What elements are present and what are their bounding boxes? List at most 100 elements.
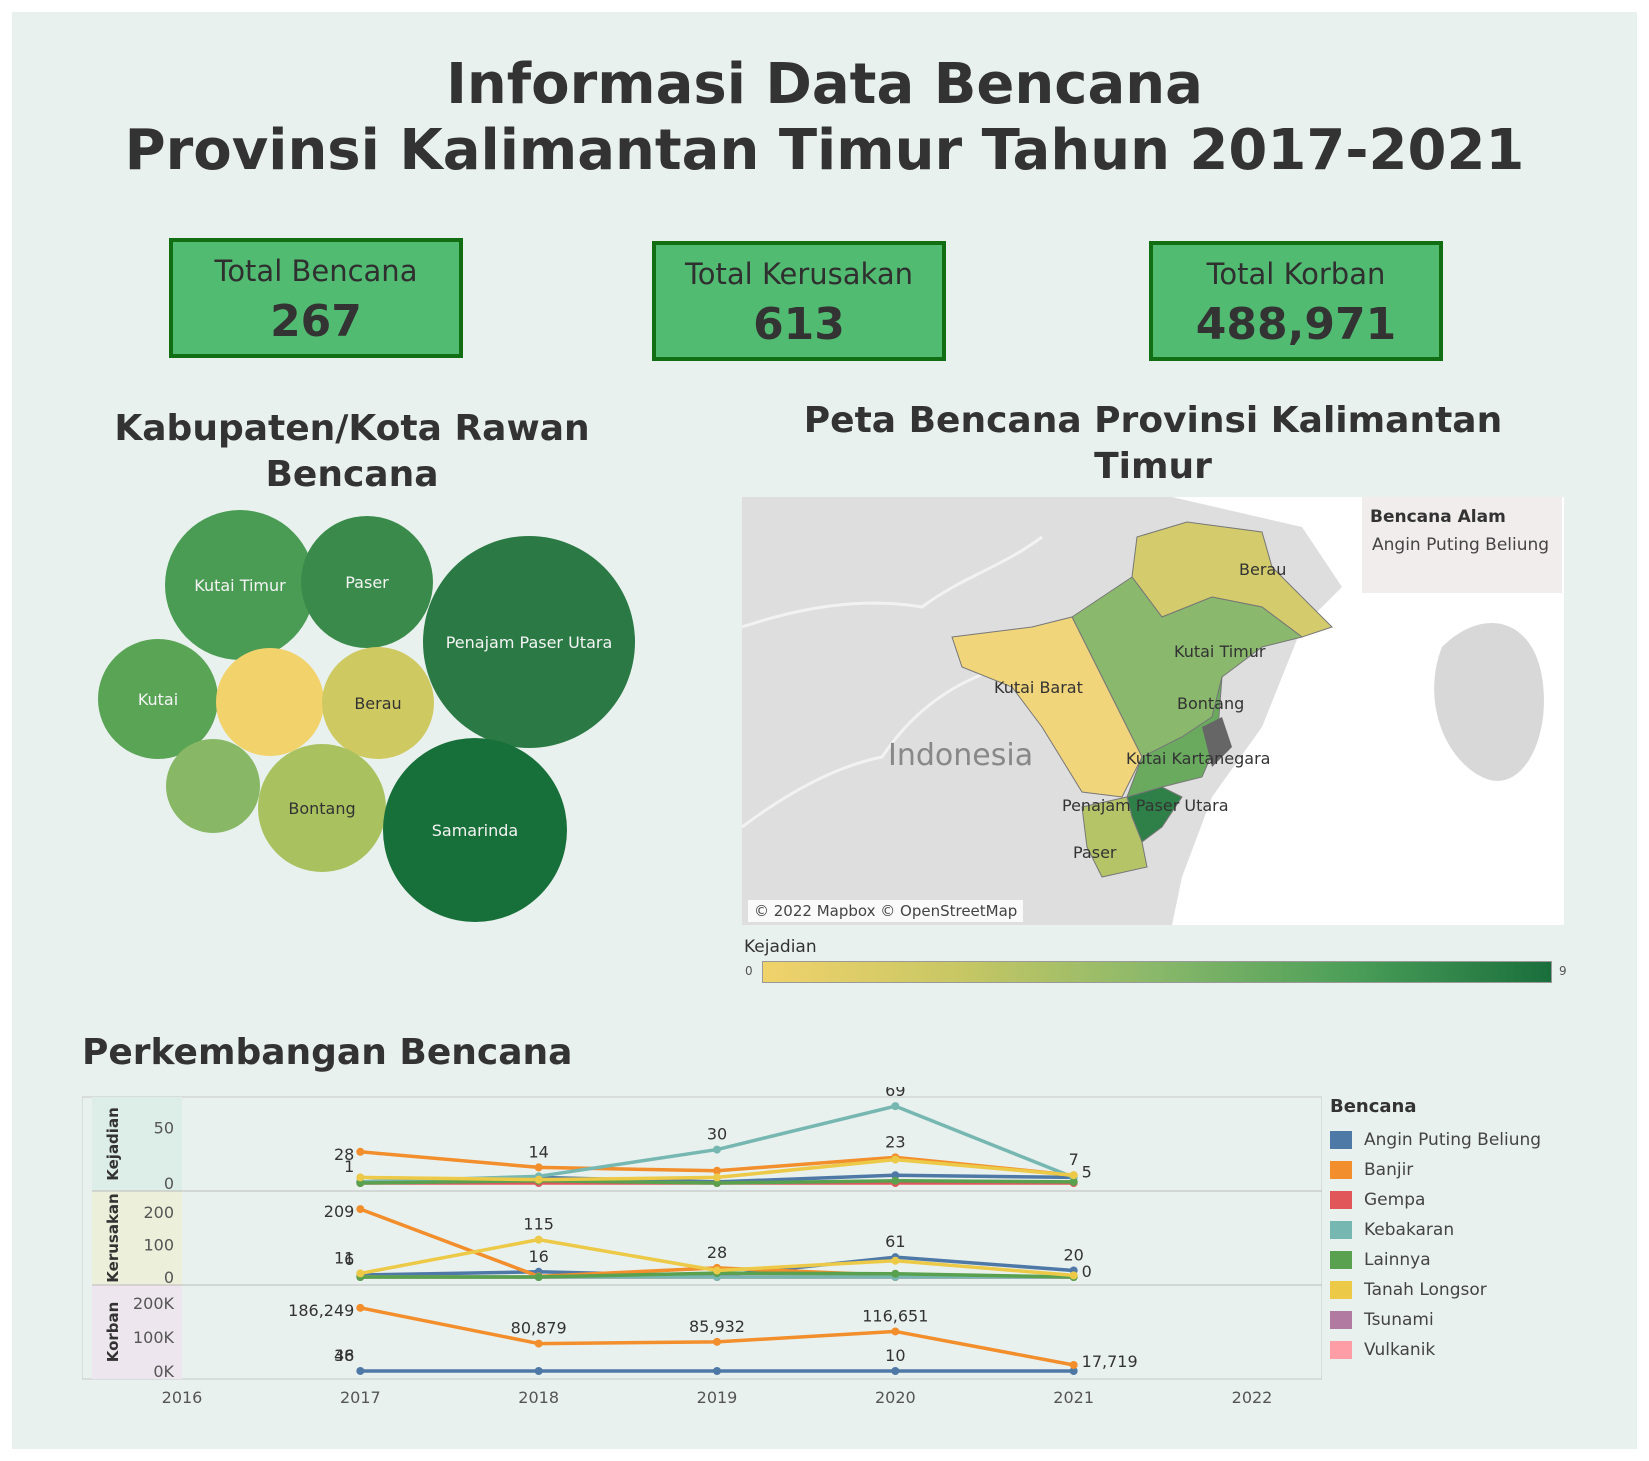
legend-swatch (1330, 1311, 1352, 1329)
bubble-penajam-paser-utara[interactable] (423, 536, 635, 748)
y-tick-label: 200 (143, 1203, 174, 1222)
chart-frame (82, 1096, 1322, 1380)
data-point[interactable] (891, 1155, 900, 1164)
data-point[interactable] (534, 1339, 543, 1348)
bubble-kutai[interactable] (98, 639, 218, 759)
bubble-unlabeled-6[interactable] (166, 739, 260, 833)
map-attribution[interactable]: © 2022 Mapbox © OpenStreetMap (748, 900, 1024, 922)
data-label: 48 (334, 1346, 354, 1365)
data-point[interactable] (356, 1205, 365, 1214)
y-tick-label: 200K (133, 1294, 175, 1313)
x-tick-label: 2018 (518, 1388, 559, 1407)
kpi-label: Total Kerusakan (685, 257, 913, 291)
panel-header-band (92, 1097, 182, 1191)
sea-area (1172, 497, 1564, 925)
data-point[interactable] (356, 1366, 365, 1375)
data-point[interactable] (356, 1147, 365, 1156)
legend-item-gempa[interactable]: Gempa (1330, 1185, 1630, 1215)
y-tick-label: 0 (164, 1268, 174, 1287)
bubble-label: Kutai (138, 690, 178, 709)
data-point[interactable] (534, 1235, 543, 1244)
data-point[interactable] (356, 1303, 365, 1312)
bubble-kutai-timur[interactable] (165, 510, 315, 660)
legend-title: Bencana (1330, 1096, 1417, 1117)
bubble-label: Kutai Timur (194, 576, 286, 595)
data-point[interactable] (713, 1173, 721, 1182)
y-tick-label: 50 (154, 1118, 174, 1137)
bubble-chart: Kutai Timur Paser Penajam Paser Utara Kutai… (98, 510, 635, 922)
legend-label: Kebakaran (1364, 1220, 1455, 1240)
data-point[interactable] (534, 1163, 543, 1172)
y-tick-label: 0K (153, 1362, 174, 1381)
bubble-samarinda[interactable] (383, 738, 567, 922)
data-point[interactable] (891, 1176, 900, 1185)
data-point[interactable] (356, 1269, 365, 1278)
data-point[interactable] (713, 1266, 721, 1275)
data-point[interactable] (713, 1367, 721, 1375)
data-point[interactable] (1069, 1360, 1078, 1369)
legend-swatch (1330, 1341, 1352, 1359)
y-tick-label: 0 (164, 1174, 174, 1193)
data-point[interactable] (891, 1269, 900, 1278)
data-label: 80,879 (511, 1319, 567, 1338)
bubble-berau[interactable] (322, 647, 434, 759)
data-label: 16 (528, 1247, 548, 1266)
data-point[interactable] (713, 1179, 721, 1187)
data-label: 30 (707, 1125, 727, 1144)
legend-item-banjir[interactable]: Banjir (1330, 1155, 1630, 1185)
data-point[interactable] (891, 1171, 900, 1180)
data-label: 7 (1069, 1150, 1079, 1169)
x-tick-label: 2020 (875, 1388, 916, 1407)
data-label: 17,719 (1082, 1352, 1138, 1371)
legend-swatch (1330, 1191, 1352, 1209)
legend-label: Gempa (1364, 1190, 1426, 1210)
data-label: 69 (885, 1087, 905, 1100)
bubble-label: Bontang (288, 799, 355, 818)
legend-swatch (1330, 1131, 1352, 1149)
data-point[interactable] (891, 1366, 900, 1375)
data-label: 116,651 (862, 1306, 928, 1325)
legend-swatch (1330, 1161, 1352, 1179)
map-legend-item[interactable]: Angin Puting Beliung (1372, 535, 1550, 555)
region-paser[interactable] (1081, 796, 1148, 878)
data-point[interactable] (356, 1173, 365, 1182)
bubble-bontang[interactable] (258, 744, 386, 872)
data-point[interactable] (713, 1166, 721, 1175)
x-tick-label: 2019 (697, 1388, 738, 1407)
map-label-paser: Paser (1073, 843, 1117, 862)
data-point[interactable] (356, 1179, 365, 1187)
legend-item-tsunami[interactable]: Tsunami (1330, 1305, 1630, 1335)
legend-item-tanah-longsor[interactable]: Tanah Longsor (1330, 1275, 1630, 1305)
legend-item-kebakaran[interactable]: Kebakaran (1330, 1215, 1630, 1245)
data-label: 28 (334, 1145, 354, 1164)
bubble-section-title: Kabupaten/Kota Rawan Bencana (82, 406, 622, 498)
data-point[interactable] (891, 1256, 900, 1265)
data-point[interactable] (1069, 1367, 1078, 1375)
data-point[interactable] (1069, 1177, 1078, 1186)
data-point[interactable] (534, 1175, 543, 1184)
kpi-total-bencana: Total Bencana 267 (169, 238, 463, 358)
map-title-line1: Peta Bencana Provinsi Kalimantan (803, 400, 1503, 441)
region-kutai-barat[interactable] (951, 616, 1143, 798)
bubble-paser[interactable] (301, 516, 433, 648)
data-point[interactable] (1069, 1271, 1078, 1280)
legend-item-lainnya[interactable]: Lainnya (1330, 1245, 1630, 1275)
data-point[interactable] (534, 1366, 543, 1375)
data-point[interactable] (891, 1102, 900, 1111)
data-point[interactable] (1069, 1171, 1078, 1180)
country-label: Indonesia (888, 738, 1033, 773)
y-tick-label: 100 (143, 1236, 174, 1255)
data-point[interactable] (713, 1337, 721, 1346)
data-point[interactable] (891, 1327, 900, 1336)
bubble-unlabeled-4[interactable] (216, 648, 324, 756)
page-title-line1: Informasi Data Bencana (446, 52, 1203, 117)
data-label: 61 (885, 1232, 905, 1251)
data-label: 85,932 (689, 1317, 745, 1336)
legend-item-vulkanik[interactable]: Vulkanik (1330, 1335, 1630, 1365)
data-point[interactable] (713, 1145, 721, 1154)
kpi-total-kerusakan: Total Kerusakan 613 (652, 241, 946, 361)
data-point[interactable] (534, 1273, 543, 1281)
data-label: 0 (1082, 1262, 1092, 1281)
legend-item-angin-puting-beliung[interactable]: Angin Puting Beliung (1330, 1125, 1630, 1155)
